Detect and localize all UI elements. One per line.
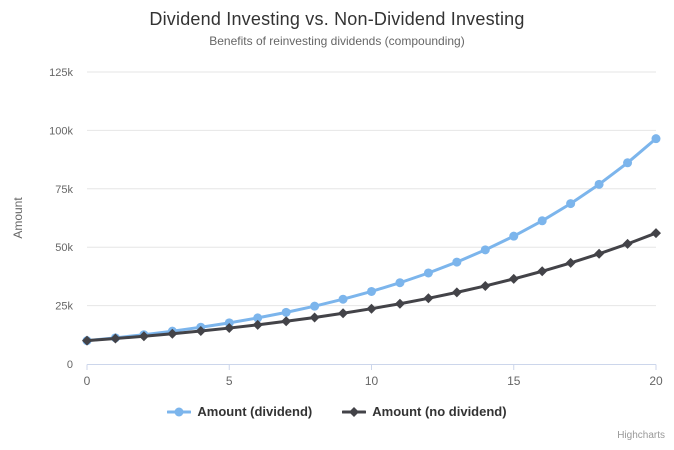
data-point-marker[interactable] <box>281 307 291 317</box>
series-line <box>85 231 658 343</box>
y-axis-title: Amount <box>11 197 25 239</box>
data-point-marker[interactable] <box>651 134 661 144</box>
data-point-marker[interactable] <box>224 323 235 334</box>
y-axis-label: 100k <box>49 125 73 137</box>
data-point-marker[interactable] <box>594 248 605 259</box>
y-axis-label: 50k <box>55 242 73 254</box>
legend-marker-shape[interactable] <box>349 406 360 417</box>
series-diamond <box>82 228 661 346</box>
legend-label: Amount (dividend) <box>197 404 313 419</box>
legend-item-dividend[interactable]: Amount (dividend) <box>167 404 312 419</box>
data-point-marker[interactable] <box>452 257 462 267</box>
data-point-marker[interactable] <box>480 245 490 255</box>
data-point-marker[interactable] <box>651 228 661 239</box>
data-point-marker[interactable] <box>451 287 462 298</box>
legend-marker-shape[interactable] <box>174 407 184 416</box>
legend: Amount (dividend) Amount (no dividend) <box>0 404 674 419</box>
chart-title: Dividend Investing vs. Non-Dividend Inve… <box>149 9 525 29</box>
data-point-marker[interactable] <box>537 266 548 277</box>
data-point-marker[interactable] <box>167 328 178 339</box>
data-point-marker[interactable] <box>395 278 405 288</box>
legend-label: Amount (no dividend) <box>372 404 507 419</box>
x-axis-label: 10 <box>365 374 379 388</box>
data-point-marker[interactable] <box>224 318 234 328</box>
y-axis-label: 125k <box>49 67 73 79</box>
data-point-marker[interactable] <box>622 238 633 249</box>
data-point-marker[interactable] <box>366 303 377 314</box>
data-point-marker[interactable] <box>509 231 519 241</box>
y-axis-label: 75k <box>55 184 73 196</box>
data-point-marker[interactable] <box>252 319 263 330</box>
data-point-marker[interactable] <box>508 273 519 284</box>
highcharts-credits-link[interactable]: Highcharts <box>617 430 665 441</box>
x-axis-label: 20 <box>649 374 663 388</box>
chart-subtitle: Benefits of reinvesting dividends (compo… <box>209 34 465 48</box>
data-point-marker[interactable] <box>367 286 376 296</box>
data-point-marker[interactable] <box>537 216 547 226</box>
data-point-marker[interactable] <box>566 199 576 209</box>
data-point-marker[interactable] <box>338 294 348 304</box>
x-axis-label: 5 <box>226 374 233 388</box>
data-point-marker[interactable] <box>394 298 405 309</box>
circle-legend-marker-icon <box>167 407 192 416</box>
data-point-marker[interactable] <box>82 335 92 346</box>
x-axis-label: 15 <box>507 374 521 388</box>
y-axis-label: 0 <box>67 359 73 371</box>
y-axis-label: 25k <box>55 301 73 313</box>
data-point-marker[interactable] <box>594 179 604 189</box>
data-point-marker[interactable] <box>423 268 433 278</box>
x-axis-label: 0 <box>84 374 91 388</box>
data-point-marker[interactable] <box>138 331 149 342</box>
data-point-marker[interactable] <box>309 312 320 323</box>
data-point-marker[interactable] <box>310 301 320 311</box>
data-point-marker[interactable] <box>480 280 491 291</box>
data-point-marker[interactable] <box>423 293 434 304</box>
legend-item-no-dividend[interactable]: Amount (no dividend) <box>342 404 507 419</box>
data-point-marker[interactable] <box>338 308 349 319</box>
diamond-legend-marker-icon <box>342 406 367 417</box>
data-point-marker[interactable] <box>565 257 576 268</box>
data-point-marker[interactable] <box>281 316 292 327</box>
data-point-marker[interactable] <box>110 333 121 344</box>
data-point-marker[interactable] <box>195 326 206 337</box>
data-point-marker[interactable] <box>253 313 263 323</box>
data-point-marker[interactable] <box>623 158 633 168</box>
